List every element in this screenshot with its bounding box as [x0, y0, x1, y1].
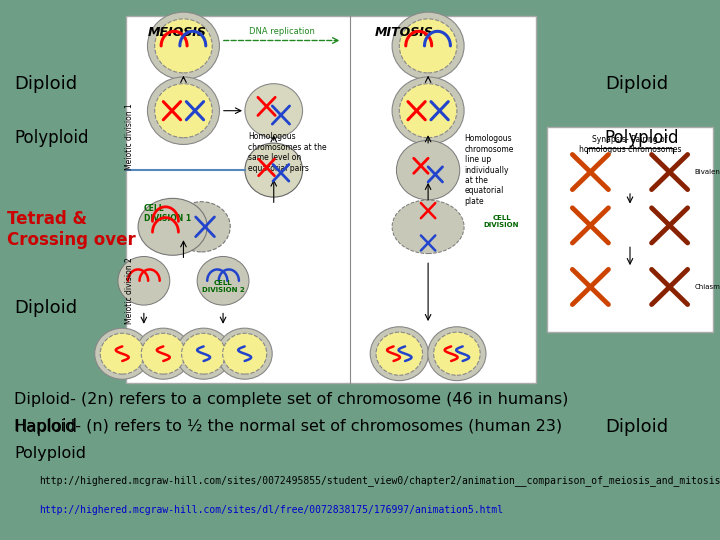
Ellipse shape	[217, 328, 272, 379]
Text: http://highered.mcgraw-hill.com/sites/0072495855/student_view0/chapter2/animatio: http://highered.mcgraw-hill.com/sites/00…	[40, 475, 720, 486]
Ellipse shape	[428, 327, 486, 381]
Text: Polyploid: Polyploid	[605, 129, 679, 147]
Text: Homologous
chromosome
line up
individually
at the
equatorial
plate: Homologous chromosome line up individual…	[464, 134, 514, 206]
Ellipse shape	[181, 333, 225, 374]
Ellipse shape	[155, 84, 212, 138]
Text: Tetrad &: Tetrad &	[7, 210, 87, 228]
Text: Synapsis- Pairing of
homologous chromosomes: Synapsis- Pairing of homologous chromoso…	[579, 135, 681, 154]
Ellipse shape	[400, 84, 457, 138]
Text: DNA replication: DNA replication	[248, 27, 315, 36]
Text: Bivalent: Bivalent	[695, 169, 720, 175]
Ellipse shape	[95, 328, 150, 379]
Ellipse shape	[148, 12, 220, 80]
Bar	[126, 16, 536, 383]
Text: Diploid: Diploid	[14, 75, 78, 93]
Text: Diploid: Diploid	[605, 417, 668, 436]
Ellipse shape	[100, 333, 144, 374]
Ellipse shape	[397, 140, 460, 200]
Text: MITOSIS: MITOSIS	[375, 26, 433, 39]
Text: MEIOSIS: MEIOSIS	[148, 26, 207, 39]
Ellipse shape	[148, 77, 220, 145]
Ellipse shape	[155, 19, 212, 73]
Ellipse shape	[173, 201, 230, 252]
Text: CELL
DIVISION 2: CELL DIVISION 2	[202, 280, 245, 293]
Bar	[547, 127, 713, 332]
Ellipse shape	[118, 256, 170, 305]
Text: CELL
DIVISION 1: CELL DIVISION 1	[144, 204, 191, 223]
Ellipse shape	[433, 332, 480, 375]
Ellipse shape	[376, 332, 423, 375]
Text: Chiasma: Chiasma	[695, 284, 720, 290]
Ellipse shape	[197, 256, 249, 305]
Ellipse shape	[245, 143, 302, 197]
Text: Polyploid: Polyploid	[14, 129, 89, 147]
Text: Meiotic division 1: Meiotic division 1	[125, 103, 134, 170]
Text: Homologous
chromosomes at the
same level on
equatorial pairs: Homologous chromosomes at the same level…	[248, 132, 327, 172]
Text: Crossing over: Crossing over	[7, 231, 136, 249]
Ellipse shape	[245, 84, 302, 138]
Text: Diploid: Diploid	[605, 75, 668, 93]
Ellipse shape	[176, 328, 231, 379]
Text: CELL
DIVISION: CELL DIVISION	[484, 215, 519, 228]
Text: Diploid- (2n) refers to a complete set of chromosome (46 in humans): Diploid- (2n) refers to a complete set o…	[14, 392, 569, 407]
Ellipse shape	[400, 19, 457, 73]
Text: Polyploid: Polyploid	[14, 446, 86, 461]
Ellipse shape	[392, 200, 464, 254]
Text: Meiotic division 2: Meiotic division 2	[125, 257, 134, 323]
Text: http://highered.mcgraw-hill.com/sites/dl/free/0072838175/176997/animation5.html: http://highered.mcgraw-hill.com/sites/dl…	[40, 505, 504, 515]
Ellipse shape	[136, 328, 191, 379]
Ellipse shape	[138, 198, 207, 255]
Text: Diploid: Diploid	[14, 299, 78, 317]
Ellipse shape	[141, 333, 185, 374]
Ellipse shape	[392, 12, 464, 80]
Ellipse shape	[370, 327, 428, 381]
Ellipse shape	[222, 333, 266, 374]
Ellipse shape	[392, 77, 464, 145]
Text: Haploid: Haploid	[14, 417, 78, 436]
Text: Haploid- (n) refers to ½ the normal set of chromosomes (human 23): Haploid- (n) refers to ½ the normal set …	[14, 419, 562, 434]
